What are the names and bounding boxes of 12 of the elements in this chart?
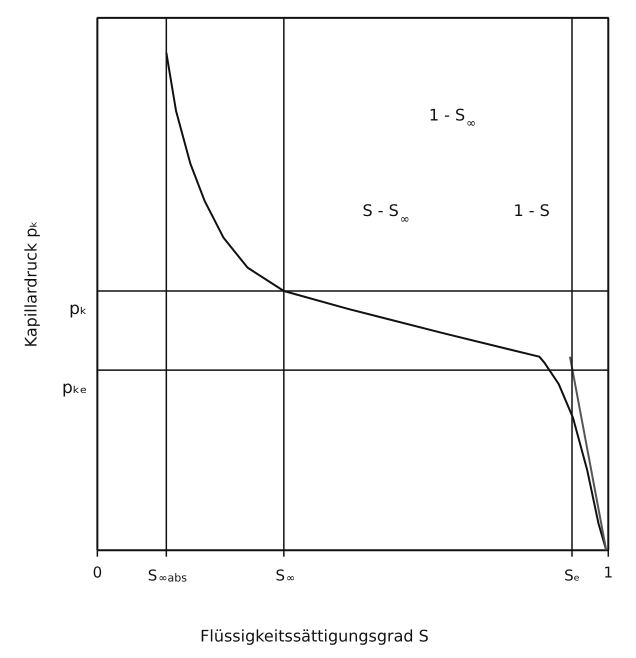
x-axis-title: Flüssigkeitssättigungsgrad S	[200, 626, 429, 646]
y-axis-title: Kapillardruck pₖ	[21, 220, 40, 348]
ref-line-label: pₖ	[69, 299, 88, 320]
x-tick-label: S∞abs	[148, 566, 188, 585]
annotation: 1 - S∞	[428, 105, 476, 130]
x-tick-label: Sₑ	[564, 566, 580, 584]
annotation: 1 - S	[514, 201, 550, 220]
annotation: S - S∞	[362, 201, 410, 226]
x-tick-label: 1	[604, 563, 614, 582]
ref-line-label: pₖₑ	[62, 378, 88, 398]
x-tick-label: 0	[92, 563, 102, 582]
x-tick-label: S∞	[275, 566, 296, 585]
